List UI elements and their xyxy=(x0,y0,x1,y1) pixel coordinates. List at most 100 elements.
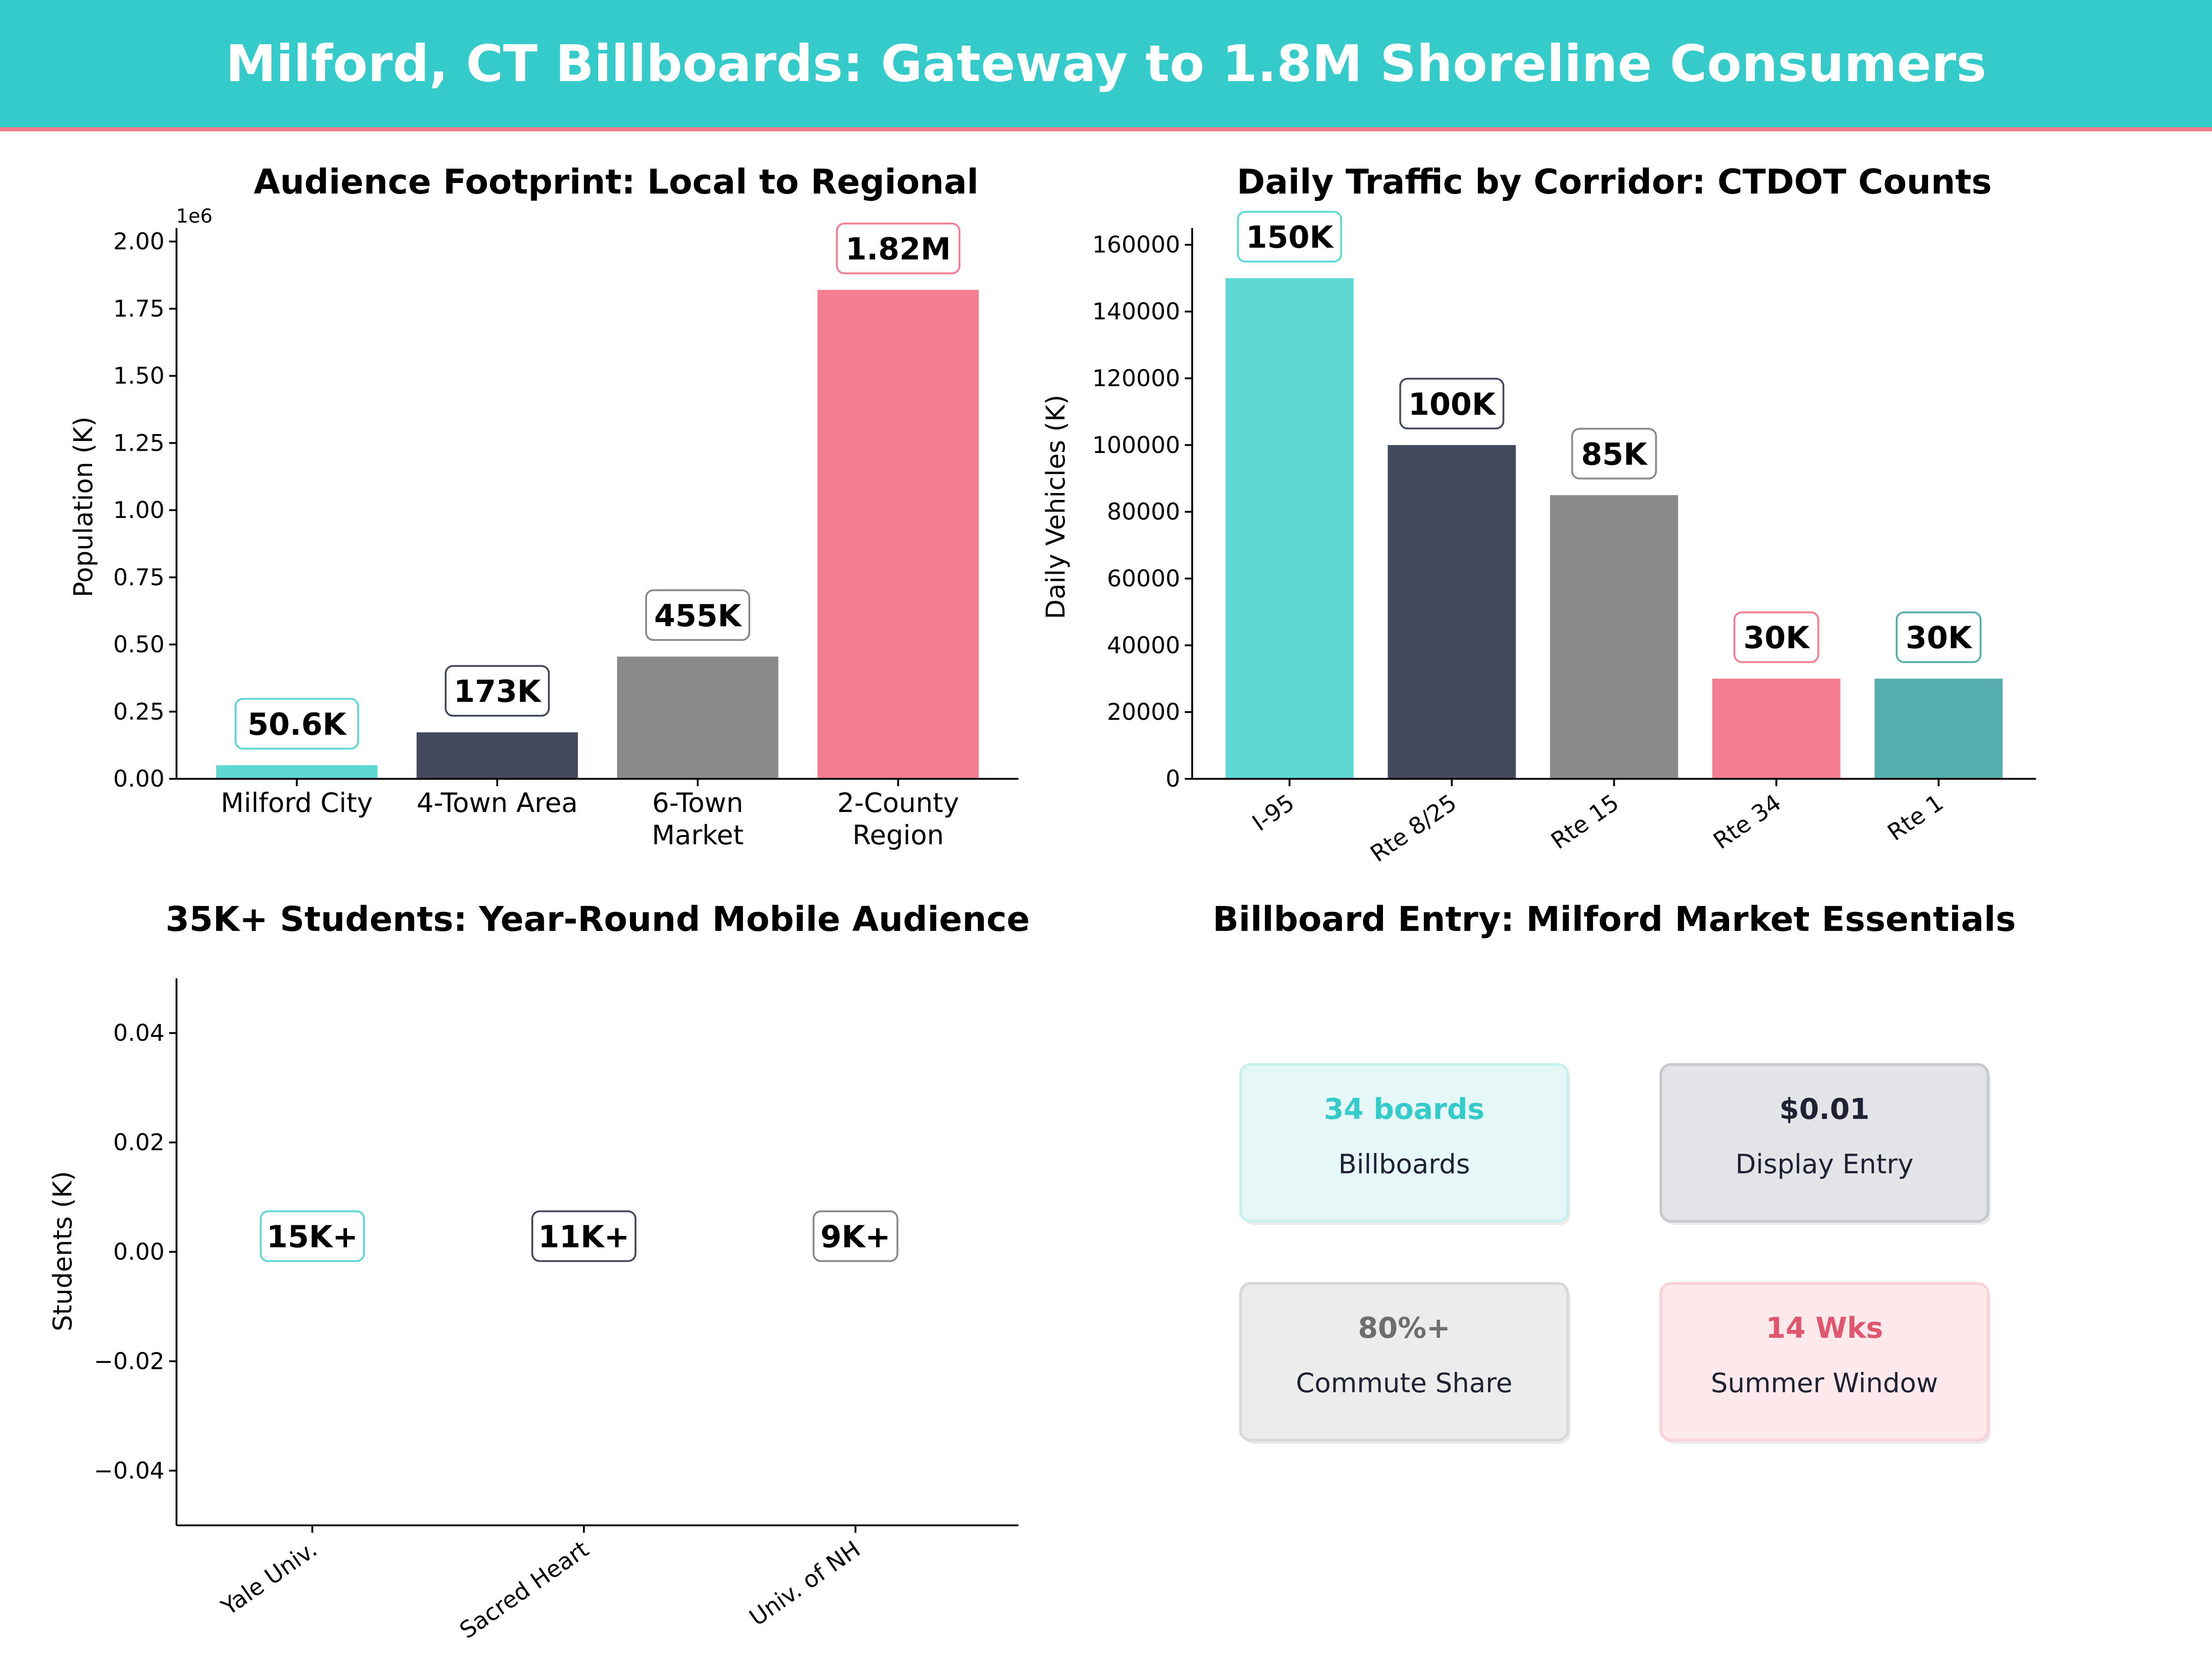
daily-traffic-chart: Daily Traffic by Corridor: CTDOT Counts … xyxy=(1041,162,2036,867)
header-banner: Milford, CT Billboards: Gateway to 1.8M … xyxy=(0,0,2212,131)
chart-title: Daily Traffic by Corridor: CTDOT Counts xyxy=(1237,162,1992,202)
bars xyxy=(1225,278,2003,779)
essential-card: $0.01 Display Entry xyxy=(1659,1063,1991,1225)
bar-2-county-region xyxy=(818,290,979,779)
y-axis-ticks: 0 20000 40000 60000 80000 100000 120000 140000 1… xyxy=(1092,231,1192,792)
bars xyxy=(216,290,979,779)
x-axis-categories: I-95 Rte 8/25 Rte 15 Rte 34 Rte 1 xyxy=(1247,779,1948,867)
y-tick-label: 80000 xyxy=(1107,499,1180,525)
card-value: 34 boards xyxy=(1324,1092,1485,1126)
bar-rte-15 xyxy=(1550,495,1678,779)
x-category-label: Yale Univ. xyxy=(216,1535,322,1621)
y-tick-label: 0.25 xyxy=(113,698,165,725)
y-tick-label: 0.00 xyxy=(113,1239,165,1265)
data-label-box xyxy=(645,589,750,641)
data-label-text: 9K+ xyxy=(820,1219,890,1255)
bar-4-town-area xyxy=(417,732,578,779)
x-category-label: I-95 xyxy=(1247,789,1299,836)
data-label-text: 150K xyxy=(1246,220,1335,255)
data-label-box xyxy=(836,223,960,275)
y-tick-label: 1.25 xyxy=(113,429,165,456)
y-tick-label: 20000 xyxy=(1107,699,1180,725)
y-tick-label: 0.75 xyxy=(113,564,165,591)
data-label-text: 30K xyxy=(1743,620,1811,656)
data-label-text: 30K xyxy=(1906,620,1973,656)
card-background xyxy=(1239,1282,1569,1441)
data-label-box xyxy=(1733,611,1819,663)
y-tick-label: 0.00 xyxy=(113,765,165,792)
bar-rte-34 xyxy=(1712,678,1841,779)
essential-card: 34 boards Billboards xyxy=(1239,1063,1571,1225)
data-label-box xyxy=(235,698,359,750)
y-tick-label: 1.75 xyxy=(113,295,165,322)
y-tick-label: 40000 xyxy=(1107,632,1180,659)
x-axis-categories: Yale Univ. Sacred Heart Univ. of NH xyxy=(216,1525,865,1644)
bar-milford-city xyxy=(216,765,377,779)
card-value: 14 Wks xyxy=(1766,1311,1883,1345)
data-label: 9K+ xyxy=(812,1210,899,1262)
card-value: 80%+ xyxy=(1358,1311,1450,1345)
essential-card: 80%+ Commute Share xyxy=(1239,1282,1571,1444)
y-tick-label: 120000 xyxy=(1092,365,1180,392)
y-tick-label: −0.04 xyxy=(94,1457,165,1484)
y-tick-label: 1.00 xyxy=(113,497,165,524)
card-label: Commute Share xyxy=(1296,1367,1512,1399)
y-axis-label: Daily Vehicles (K) xyxy=(1041,394,1071,619)
bar-i-95 xyxy=(1225,278,1354,779)
data-label: 30K xyxy=(1733,611,1819,663)
data-label-box xyxy=(812,1210,899,1262)
card-background xyxy=(1239,1063,1569,1223)
data-label: 455K xyxy=(645,589,750,641)
card-value: $0.01 xyxy=(1779,1092,1870,1126)
data-label-text: 15K+ xyxy=(267,1219,358,1255)
y-axis-ticks: 0.00 0.25 0.50 0.75 1.00 1.25 1.50 1.75 2.00 xyxy=(113,228,176,792)
y-tick-label: 1.50 xyxy=(113,363,165,389)
x-category-label: Sacred Heart xyxy=(455,1535,594,1644)
market-essentials-panel: Billboard Entry: Milford Market Essentia… xyxy=(1212,900,2016,1444)
data-label-box xyxy=(1895,611,1982,663)
card-background xyxy=(1659,1063,1989,1223)
data-labels: 50.6K 173K 455K 1.82M xyxy=(235,223,960,750)
data-labels: 150K 100K 85K 30K 30K xyxy=(1237,211,1982,663)
x-category-label: Univ. of NH xyxy=(745,1535,865,1631)
y-axis-label: Students (K) xyxy=(48,1171,78,1331)
x-category-label: Region xyxy=(853,819,944,851)
essentials-cards: 34 boards Billboards $0.01 Display Entry 80%… xyxy=(1239,1063,1991,1444)
y-tick-label: 160000 xyxy=(1092,231,1180,258)
data-label: 30K xyxy=(1895,611,1982,663)
bar-rte-8-25 xyxy=(1388,445,1516,779)
y-tick-label: 0.04 xyxy=(113,1020,165,1047)
card-background xyxy=(1659,1282,1989,1441)
data-label-box xyxy=(259,1210,365,1262)
card-label: Summer Window xyxy=(1711,1367,1938,1399)
data-label-text: 455K xyxy=(654,598,743,634)
data-label: 173K xyxy=(445,665,550,717)
data-label-text: 173K xyxy=(454,674,542,709)
data-label-text: 85K xyxy=(1581,436,1648,472)
data-label-box xyxy=(1571,428,1657,480)
y-tick-label: 0 xyxy=(1165,765,1180,792)
data-label: 11K+ xyxy=(531,1210,637,1262)
students-chart: 35K+ Students: Year-Round Mobile Audienc… xyxy=(48,900,1030,1644)
data-label: 1.82M xyxy=(836,223,960,275)
card-label: Display Entry xyxy=(1735,1148,1914,1180)
panel-title: Billboard Entry: Milford Market Essentia… xyxy=(1212,900,2016,939)
data-label-text: 100K xyxy=(1408,387,1497,422)
x-category-label: 2-County xyxy=(837,787,959,818)
x-category-label: Milford City xyxy=(221,787,373,818)
audience-footprint-chart: Audience Footprint: Local to Regional Po… xyxy=(69,162,1018,851)
data-label-text: 1.82M xyxy=(846,231,951,267)
page-title: Milford, CT Billboards: Gateway to 1.8M … xyxy=(225,34,1987,93)
data-label-text: 50.6K xyxy=(247,707,347,742)
y-tick-label: 100000 xyxy=(1092,432,1180,459)
data-label-box xyxy=(1399,377,1505,429)
y-tick-label: 2.00 xyxy=(113,228,165,255)
data-label-text: 11K+ xyxy=(538,1219,629,1255)
x-category-label: Rte 15 xyxy=(1546,789,1624,854)
chart-title: 35K+ Students: Year-Round Mobile Audienc… xyxy=(165,900,1030,939)
data-label: 100K xyxy=(1399,377,1505,429)
y-tick-label: 0.02 xyxy=(113,1129,165,1156)
chart-title: Audience Footprint: Local to Regional xyxy=(253,162,978,202)
x-category-label: 6-Town xyxy=(652,787,743,818)
data-labels: 15K+ 11K+ 9K+ xyxy=(259,1210,899,1262)
